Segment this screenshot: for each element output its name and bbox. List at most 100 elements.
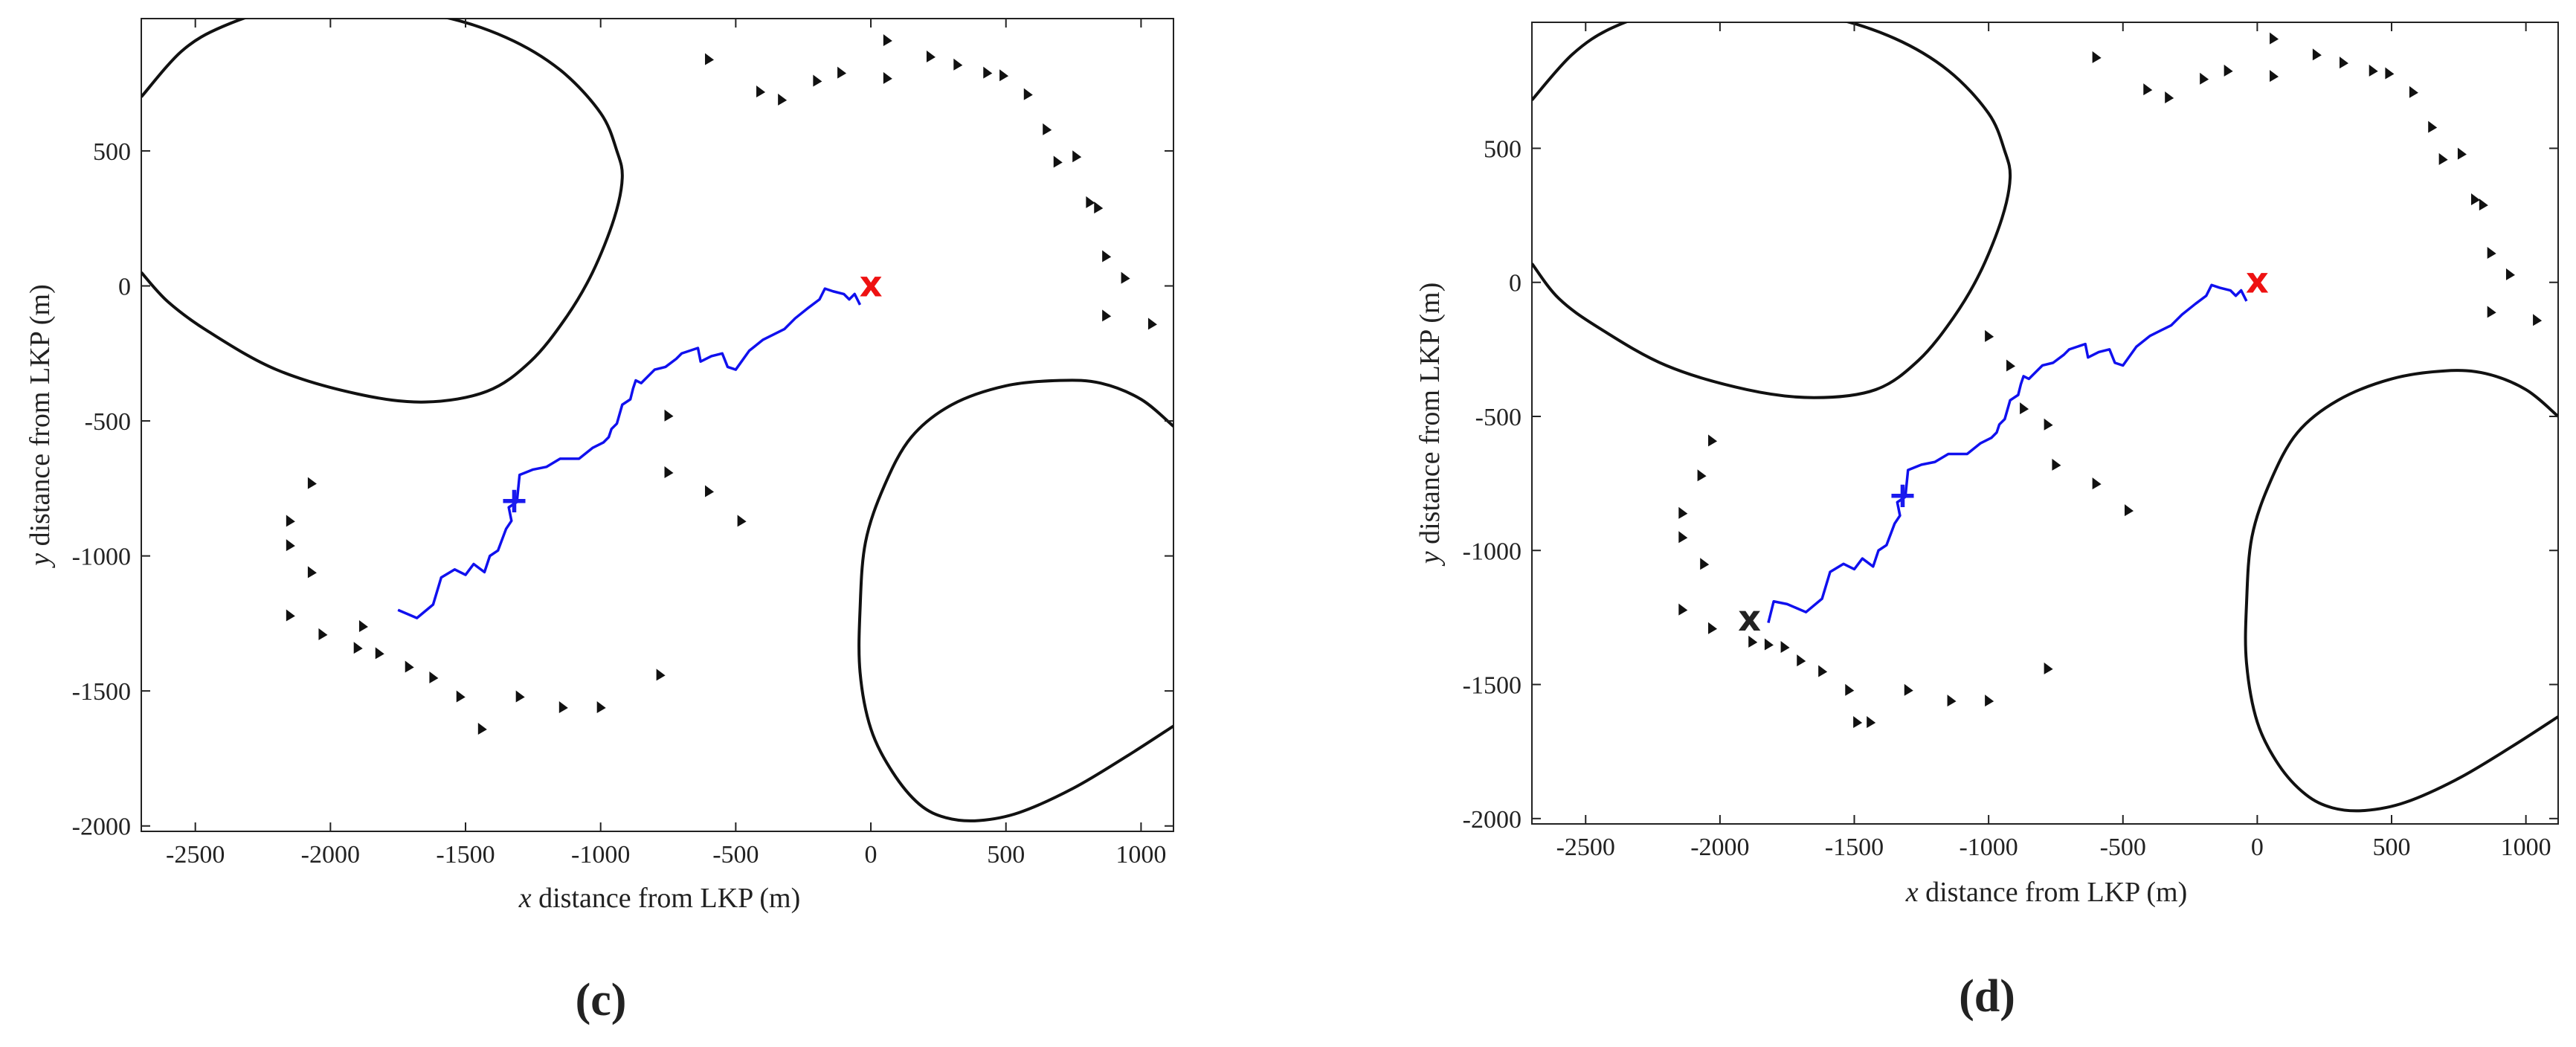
extra-marker: x [1738,598,1761,640]
triangle-marker [2200,72,2209,85]
triangle-marker [2487,306,2496,318]
triangle-marker [2020,402,2029,415]
triangle-marker [705,53,715,65]
x-tick-label: -500 [2100,834,2146,861]
y-axis-label: y distance from LKP (m) [25,284,56,569]
triangle-marker [1985,695,1994,707]
triangle-marker [2471,193,2481,205]
triangle-marker [1043,123,1052,135]
x-tick-label: -2500 [1556,834,1615,861]
triangle-marker [2479,199,2488,211]
triangle-marker [286,539,295,552]
triangle-marker [1853,715,1863,728]
y-tick-label: -1500 [1463,672,1522,700]
triangle-marker [2092,477,2102,490]
x-tick-label: 500 [2373,834,2411,861]
triangle-marker [375,647,384,660]
triangle-marker [926,50,936,62]
y-axis-label-var: y [1414,551,1446,567]
triangle-marker [405,660,414,673]
triangle-marker [1867,715,1876,728]
y-tick-label: -1000 [72,544,131,571]
y-tick-label: -1500 [72,678,131,706]
triangle-marker [358,620,368,633]
y-axis-label-text: distance from LKP (m) [25,284,56,553]
triangle-marker [2505,268,2515,280]
y-tick-label: 500 [93,138,131,166]
triangle-marker [1764,638,1774,651]
triangle-marker [1094,202,1104,214]
triangle-marker [664,466,674,479]
y-tick-label: -2000 [72,814,131,841]
triangle-marker [2457,147,2467,160]
x-tick-label: 1000 [2501,834,2551,861]
triangle-marker [2044,662,2053,674]
triangle-marker [2533,314,2543,326]
triangle-marker [307,566,317,579]
triangle-marker [596,700,606,713]
panel-label: (d) [1959,971,2015,1022]
triangle-marker [1708,434,1718,447]
triangle-marker [1072,150,1082,163]
triangle-marker [286,515,295,527]
x-axis-label: x distance from LKP (m) [1905,877,2188,908]
x-axis-label: x distance from LKP (m) [518,883,801,914]
x-axis-label-var: x [1905,877,1919,908]
triangle-marker [477,723,487,735]
triangle-marker [1748,635,1758,648]
triangle-marker [756,86,766,98]
triangle-marker [813,74,822,87]
triangle-marker [2143,83,2153,96]
panel-label: (c) [576,975,627,1025]
search-path-line [397,287,862,619]
boundary-curve-0 [141,19,624,404]
triangle-marker [1797,654,1806,667]
triangle-marker [2270,70,2279,83]
triangle-marker [1102,309,1112,322]
plot-frame [1531,22,2559,825]
triangle-marker [2270,32,2279,45]
triangle-marker [1697,469,1707,482]
triangle-marker [1678,603,1688,616]
triangle-marker [307,477,317,489]
triangle-marker [2369,64,2378,77]
triangle-marker [737,515,747,527]
triangle-marker [1147,318,1157,330]
triangle-marker [1700,558,1710,570]
x-tick-label: -1500 [1825,834,1884,861]
triangle-marker [1121,271,1130,284]
triangle-marker [705,485,715,497]
triangle-marker [429,671,439,684]
boundary-curve-1 [857,378,1173,822]
x-tick-label: -1500 [436,841,495,869]
triangle-marker [1947,695,1957,707]
panel-c: x+-2500 -2000 -1500 -1000 -500 0 500 1000-2000-… [25,18,1174,1025]
y-tick-label: -2000 [1463,806,1522,834]
x-axis-label-text: distance from LKP (m) [532,883,801,914]
triangle-marker [515,690,525,703]
x-tick-label: -2500 [166,841,225,869]
triangle-marker [999,69,1009,82]
x-tick-label: 0 [2251,834,2264,861]
search-path-line [1767,283,2248,624]
triangle-marker [656,669,666,681]
triangle-marker [1985,329,1994,342]
triangle-marker [2385,67,2395,80]
x-tick-label: 1000 [1115,841,1166,869]
x-tick-label: 0 [865,841,878,869]
triangle-marker [1904,683,1913,696]
triangle-marker [1678,506,1688,519]
y-tick-label: 0 [1509,270,1522,297]
x-tick-label: -1000 [571,841,630,869]
current-position-marker: + [1887,474,1917,516]
x-tick-label: -500 [712,841,759,869]
triangle-marker [2224,64,2233,77]
x-tick-label: -2000 [301,841,360,869]
triangle-marker [456,690,466,703]
x-axis-label-text: distance from LKP (m) [1919,877,2188,908]
triangle-marker [2052,458,2061,471]
triangle-marker [2428,120,2438,133]
triangle-marker [664,409,674,422]
lkp-marker: x [860,263,883,305]
y-tick-label: -1000 [1463,538,1522,565]
